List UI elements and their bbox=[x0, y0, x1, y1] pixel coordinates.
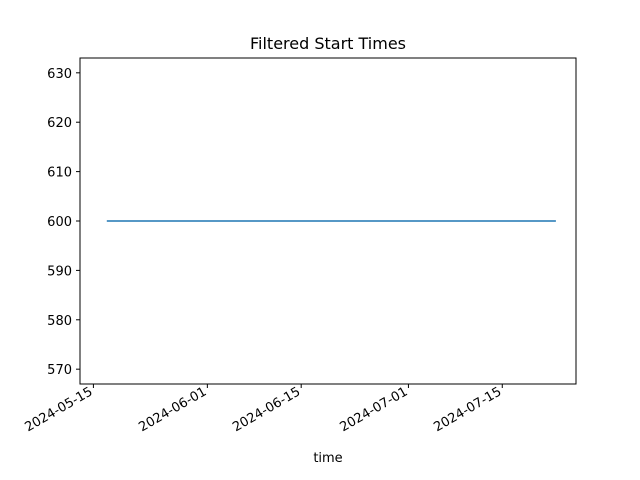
x-axis-label: time bbox=[313, 451, 342, 466]
y-tick-label: 590 bbox=[47, 264, 72, 279]
y-tick-label: 610 bbox=[47, 166, 72, 181]
y-tick-label: 600 bbox=[47, 215, 72, 230]
plot-frame bbox=[79, 57, 577, 385]
y-axis: 570 580 590 600 610 620 630 bbox=[47, 67, 80, 378]
chart-title: Filtered Start Times bbox=[250, 34, 406, 53]
y-tick-label: 580 bbox=[47, 314, 72, 329]
y-tick-label: 570 bbox=[47, 363, 72, 378]
y-tick-label: 620 bbox=[47, 116, 72, 131]
y-tick-label: 630 bbox=[47, 67, 72, 82]
